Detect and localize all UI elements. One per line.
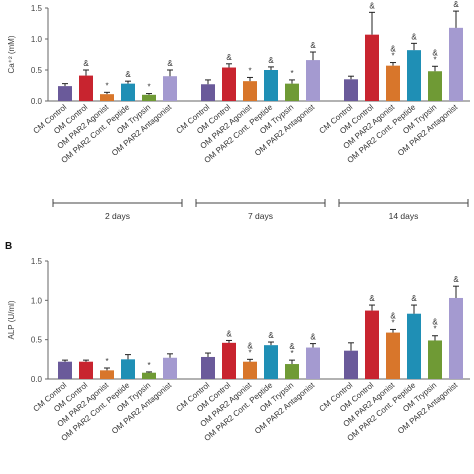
- bar: [285, 364, 299, 379]
- bar: [449, 297, 463, 379]
- y-tick-label: 1.0: [31, 35, 43, 44]
- y-axis-title: Ca⁺² (mM): [7, 35, 16, 73]
- significance-asterisk: *: [433, 325, 436, 334]
- significance-asterisk: *: [105, 357, 108, 366]
- significance-ampersand: &: [310, 41, 316, 50]
- bar: [243, 361, 257, 379]
- y-tick-label: 1.5: [31, 257, 43, 266]
- significance-asterisk: *: [248, 66, 251, 75]
- significance-ampersand: &: [226, 53, 232, 62]
- bar: [449, 27, 463, 102]
- significance-ampersand: &: [411, 32, 417, 41]
- significance-asterisk: *: [105, 81, 108, 90]
- significance-ampersand: &: [268, 331, 274, 340]
- bar: [407, 313, 421, 379]
- bar: [121, 83, 135, 101]
- significance-ampersand: &: [390, 45, 396, 54]
- significance-ampersand: &: [432, 318, 438, 327]
- significance-asterisk: *: [290, 69, 293, 78]
- significance-ampersand: &: [390, 311, 396, 320]
- chart-panel-1: 0.00.51.01.5Ca⁺² (mM)CM Control&OM Contr…: [7, 0, 470, 221]
- bar: [222, 342, 236, 379]
- y-tick-label: 1.5: [31, 4, 43, 13]
- significance-asterisk: *: [147, 361, 150, 370]
- bar: [365, 34, 379, 101]
- bar: [79, 75, 93, 101]
- significance-asterisk: *: [248, 348, 251, 357]
- bar: [344, 79, 358, 101]
- bar: [121, 359, 135, 379]
- bar: [428, 71, 442, 101]
- significance-ampersand: &: [432, 48, 438, 57]
- bar: [142, 94, 156, 101]
- y-tick-label: 0.5: [31, 336, 43, 345]
- bar: [142, 372, 156, 379]
- y-tick-label: 0.5: [31, 66, 43, 75]
- bar: [365, 310, 379, 379]
- significance-ampersand: &: [125, 70, 131, 79]
- bar: [100, 94, 114, 101]
- bar: [428, 340, 442, 379]
- significance-ampersand: &: [310, 333, 316, 342]
- bar: [264, 345, 278, 379]
- bar: [163, 357, 177, 379]
- bar: [306, 60, 320, 101]
- bar: [407, 50, 421, 101]
- significance-ampersand: &: [369, 294, 375, 303]
- bar: [79, 361, 93, 379]
- y-tick-label: 0.0: [31, 375, 43, 384]
- significance-asterisk: *: [290, 349, 293, 358]
- bar: [163, 76, 177, 101]
- panel-label: B: [5, 241, 12, 252]
- significance-asterisk: *: [391, 52, 394, 61]
- bar: [306, 347, 320, 379]
- bar: [100, 370, 114, 379]
- bar: [201, 84, 215, 101]
- group-label: 7 days: [248, 211, 273, 221]
- bar: [243, 81, 257, 101]
- significance-ampersand: &: [289, 342, 295, 351]
- significance-asterisk: *: [391, 318, 394, 327]
- bar: [285, 83, 299, 101]
- bar: [58, 86, 72, 101]
- bar: [386, 65, 400, 101]
- y-tick-label: 1.0: [31, 296, 43, 305]
- significance-ampersand: &: [453, 275, 459, 284]
- significance-ampersand: &: [167, 59, 173, 68]
- group-label: 14 days: [389, 211, 419, 221]
- significance-asterisk: *: [147, 83, 150, 92]
- y-tick-label: 0.0: [31, 97, 43, 106]
- bar: [344, 350, 358, 379]
- bar: [264, 70, 278, 101]
- bar: [222, 67, 236, 101]
- significance-ampersand: &: [83, 59, 89, 68]
- group-label: 2 days: [105, 211, 130, 221]
- significance-ampersand: &: [369, 1, 375, 10]
- significance-ampersand: &: [247, 341, 253, 350]
- bar: [201, 356, 215, 379]
- y-axis-title: ALP (U/ml): [7, 300, 16, 339]
- bar: [58, 361, 72, 379]
- significance-ampersand: &: [411, 294, 417, 303]
- bar: [386, 332, 400, 379]
- significance-ampersand: &: [268, 56, 274, 65]
- significance-ampersand: &: [453, 0, 459, 9]
- significance-asterisk: *: [433, 55, 436, 64]
- significance-ampersand: &: [226, 329, 232, 338]
